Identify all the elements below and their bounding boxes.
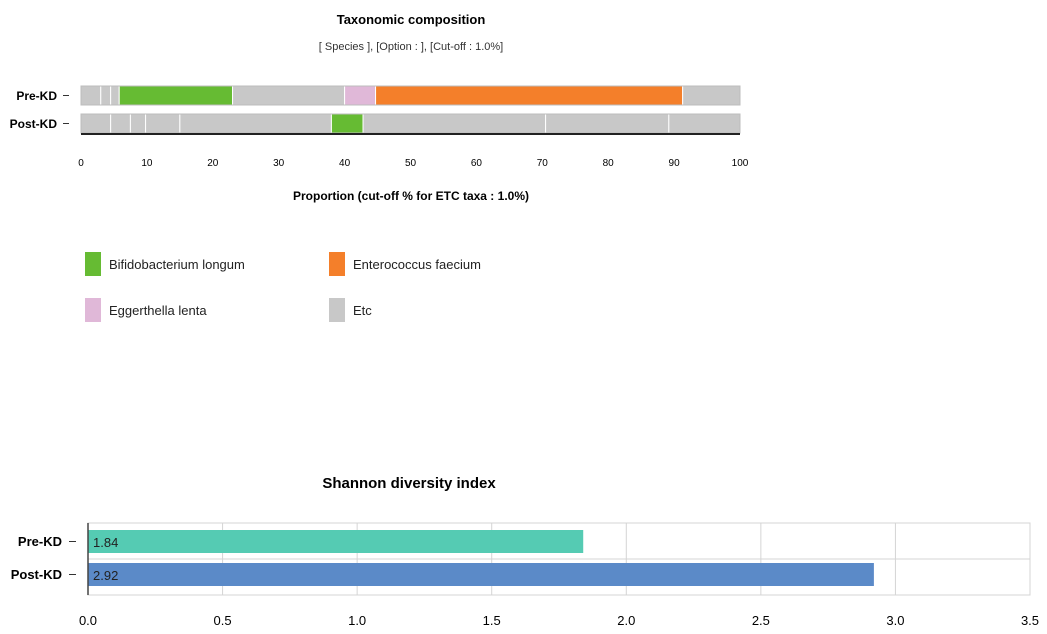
x-tick-label: 0.5 (214, 613, 232, 628)
chart-title: Shannon diversity index (322, 475, 496, 492)
legend-swatch (329, 252, 345, 276)
legend-item: Bifidobacterium longum (85, 252, 245, 276)
data-label: 1.84 (93, 535, 118, 550)
x-tick-label: 30 (273, 158, 285, 169)
bar-segment (232, 85, 346, 106)
row-label: Pre-KD (16, 89, 57, 103)
legend-label: Etc (353, 302, 372, 318)
legend-item: Enterococcus faecium (329, 252, 481, 276)
x-tick-label: 2.0 (617, 613, 635, 628)
legend-swatch (85, 252, 101, 276)
x-tick-label: 10 (141, 158, 153, 169)
bar (88, 563, 874, 586)
x-tick-label: 3.0 (886, 613, 904, 628)
x-tick-label: 3.5 (1021, 613, 1039, 628)
bar-segment (110, 113, 131, 134)
legend-label: Enterococcus faecium (353, 256, 481, 272)
bar-segment (179, 113, 332, 134)
x-tick-label: 0 (78, 158, 84, 169)
chart-title: Taxonomic composition (337, 12, 486, 27)
taxonomic-composition-chart: Taxonomic composition [ Species ], [Opti… (10, 12, 749, 203)
x-tick-label: 20 (207, 158, 219, 169)
legend-swatch (85, 298, 101, 322)
row-label: Post-KD (10, 117, 58, 131)
x-tick-label: 2.5 (752, 613, 770, 628)
bar-segment (110, 85, 120, 106)
legend-label: Eggerthella lenta (109, 302, 207, 318)
row-outline (80, 85, 741, 106)
bar-segment (344, 85, 377, 106)
bar-segment (362, 113, 547, 134)
shannon-diversity-chart: Shannon diversity index 1.84 2.92 0.0 0.5 1… (11, 475, 1039, 628)
bar-segment (145, 113, 181, 134)
bar-segment (80, 113, 112, 134)
x-tick-label: 60 (471, 158, 483, 169)
x-tick-label: 70 (537, 158, 549, 169)
data-label: 2.92 (93, 568, 118, 583)
bar-segment (668, 113, 741, 134)
x-tick-label: 1.5 (483, 613, 501, 628)
legend-item: Etc (329, 298, 372, 322)
legend-label: Bifidobacterium longum (109, 256, 245, 272)
x-tick-label: 1.0 (348, 613, 366, 628)
bar-segment (129, 113, 147, 134)
legend-swatch (329, 298, 345, 322)
bar-segment (330, 113, 364, 134)
legend-item: Eggerthella lenta (85, 298, 207, 322)
x-tick-label: 40 (339, 158, 351, 169)
bar-segment (100, 85, 112, 106)
bar-segment (682, 85, 741, 106)
x-axis-label: Proportion (cut-off % for ETC taxa : 1.0… (293, 189, 529, 203)
x-tick-label: 100 (732, 158, 749, 169)
x-tick-label: 50 (405, 158, 417, 169)
row-label: Post-KD (11, 567, 62, 582)
row-label: Pre-KD (18, 534, 62, 549)
x-tick-label: 80 (603, 158, 615, 169)
bar-segment (80, 85, 102, 106)
bar-segment (375, 85, 684, 106)
x-tick-label: 0.0 (79, 613, 97, 628)
chart-subtitle: [ Species ], [Option : ], [Cut-off : 1.0… (319, 41, 503, 53)
bar-segment (545, 113, 670, 134)
bar (88, 530, 584, 553)
x-tick-label: 90 (669, 158, 681, 169)
bar-segment (118, 85, 234, 106)
